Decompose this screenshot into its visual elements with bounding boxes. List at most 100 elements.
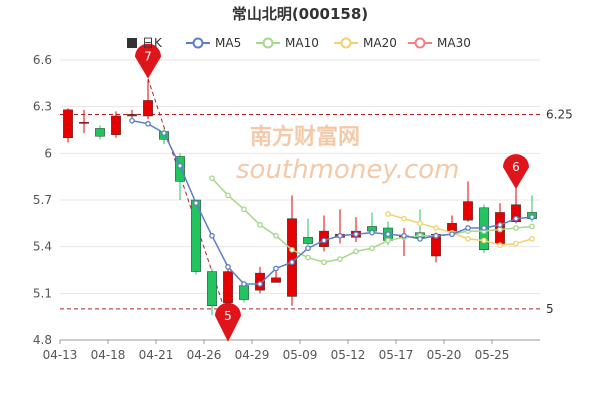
candle	[79, 109, 89, 134]
y-tick-label: 5.4	[33, 240, 52, 254]
ma10-point	[353, 248, 359, 255]
x-tick-label: 05-09	[283, 348, 318, 362]
x-tick-label: 04-26	[187, 348, 222, 362]
candle-body	[223, 271, 233, 303]
y-tick-label: 6	[44, 146, 52, 160]
ma5-point	[305, 245, 311, 252]
pin-marker: 5	[215, 302, 241, 342]
ma5-point	[337, 232, 343, 239]
candle-body	[143, 100, 153, 117]
ma5-point	[161, 130, 167, 136]
x-tick-label: 05-20	[427, 348, 462, 362]
ma10-point	[289, 246, 295, 253]
ma5-point	[401, 232, 407, 239]
candle	[399, 228, 409, 256]
candle	[207, 268, 217, 316]
x-axis: 04-13 04-18 04-21 04-26 04-29 05-09 05-12 05-17…	[43, 339, 540, 362]
pin-marker: 7	[135, 43, 161, 79]
ma20-point	[497, 242, 503, 248]
reference-lines: 6.25 5	[60, 78, 573, 320]
ma10-point	[209, 175, 215, 182]
candle-body	[127, 114, 137, 117]
ma10-point	[241, 206, 247, 213]
legend-label: MA5	[215, 36, 241, 50]
watermark: 南方财富网 southmoney.com	[236, 124, 459, 185]
ma10-point	[273, 232, 279, 239]
x-tick-label: 04-29	[235, 348, 270, 362]
x-tick-label: 04-13	[43, 348, 78, 362]
candle	[191, 199, 201, 275]
extreme-markers: 7 5 6	[135, 43, 529, 342]
ma10-point	[321, 259, 327, 266]
ma5-point	[497, 222, 503, 228]
ma10-point	[257, 222, 263, 228]
pin-shape	[135, 43, 161, 79]
pin-marker: 6	[503, 154, 529, 190]
candle-body	[303, 237, 313, 244]
ma5-point	[225, 264, 231, 270]
candle-body	[239, 285, 249, 300]
candle-body	[79, 121, 89, 124]
candle	[143, 80, 153, 120]
legend-swatch-dot	[262, 37, 274, 49]
chart-title: 常山北明(000158)	[232, 5, 368, 23]
candle-body	[191, 199, 201, 272]
legend-swatch-dot	[340, 37, 352, 49]
ma5-point	[289, 259, 295, 266]
candle-body	[207, 271, 217, 307]
legend-label: MA20	[363, 36, 397, 50]
ma5-point	[257, 281, 263, 287]
candle	[63, 108, 73, 143]
pin-label: 7	[144, 50, 152, 64]
ma5-point	[209, 232, 215, 239]
candles	[63, 80, 537, 328]
candle	[175, 153, 185, 200]
ma20-point	[433, 225, 439, 231]
candle-body	[95, 128, 105, 137]
ma10-point	[225, 192, 231, 199]
legend-label: MA30	[437, 36, 471, 50]
candle-body	[463, 201, 473, 221]
legend-item-4: MA30	[408, 36, 471, 50]
candle	[351, 217, 361, 242]
candle-body	[63, 109, 73, 139]
ma10-point	[513, 225, 519, 231]
candle-body	[287, 218, 297, 297]
x-tick-label: 04-21	[139, 348, 174, 362]
ma5-point	[449, 231, 455, 238]
ma10-point	[305, 254, 311, 261]
ma5-point	[273, 265, 279, 272]
legend-swatch-dot	[192, 37, 204, 49]
y-tick-label: 6.3	[33, 100, 52, 114]
ma20-point	[385, 211, 391, 217]
ma20-point	[513, 240, 519, 247]
reference-label-0: 6.25	[546, 107, 573, 121]
ma10-point	[497, 226, 503, 233]
candle-body	[511, 204, 521, 223]
ma5-point	[177, 162, 183, 169]
legend-swatch-dot	[414, 37, 426, 49]
pin-label: 6	[512, 160, 520, 174]
candle-body	[175, 156, 185, 182]
y-tick-label: 4.8	[33, 333, 52, 347]
ma5-point	[145, 120, 151, 127]
legend-item-0: 日K	[127, 36, 163, 50]
legend-label: MA10	[285, 36, 319, 50]
y-tick-label: 5.1	[33, 286, 52, 300]
candle	[111, 111, 121, 138]
ma5-point	[529, 214, 535, 220]
x-tick-label: 05-12	[331, 348, 366, 362]
ma5-point	[417, 236, 423, 242]
ma20-point	[529, 236, 535, 242]
candle	[95, 125, 105, 140]
candle	[303, 218, 313, 246]
reference-label-1: 5	[546, 302, 554, 316]
ma20-point	[481, 237, 487, 244]
ma5-point	[513, 215, 519, 222]
legend-item-3: MA20	[334, 36, 397, 50]
legend-label: 日K	[142, 36, 163, 50]
watermark-cn: 南方财富网	[250, 124, 360, 150]
ma5-point	[353, 231, 359, 238]
ma5-point	[465, 225, 471, 231]
